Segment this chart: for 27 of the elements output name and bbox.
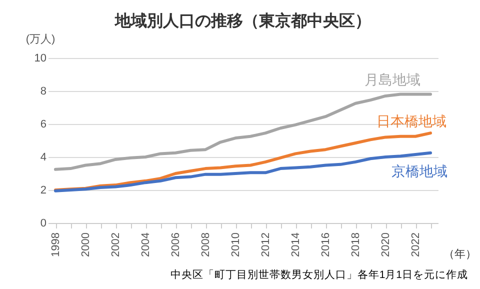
x-tick-label: 2008 [200,232,212,257]
y-tick-label: 4 [40,152,46,164]
y-tick-label: 8 [40,86,46,98]
x-tick-label: 2016 [320,232,332,257]
text: 中央区「町丁目別世帯数男女別人口」各年1月1日を元に作成 [170,268,468,281]
y-tick-label: 6 [40,118,46,130]
y-tick-label: 2 [40,184,46,196]
x-tick-label: 2006 [170,232,182,257]
series-label: 月島地域 [364,71,420,88]
x-axis-title: （年） [444,248,476,260]
x-tick-label: 2000 [80,232,92,257]
x-tick-label: 2018 [350,232,362,257]
x-tick-label: 2010 [230,232,242,257]
chart-title: 地域別人口の推移（東京都中央区） [114,12,371,30]
x-tick-label: 1998 [50,232,62,257]
x-tick-label: 2002 [110,232,122,257]
series-label: 京橋地域 [392,162,448,179]
x-tick-label: 2020 [380,232,392,257]
x-tick-label: 2014 [290,232,302,257]
y-tick-label: 0 [40,218,46,230]
line-series [54,151,432,192]
series-label: 日本橋地域 [376,113,446,130]
x-tick-label: 2004 [140,232,152,257]
x-tick-label: 2012 [260,232,272,257]
x-tick-label: 2022 [410,232,422,257]
y-tick-label: 10 [34,52,46,64]
y-axis-title: (万人) [26,34,56,46]
